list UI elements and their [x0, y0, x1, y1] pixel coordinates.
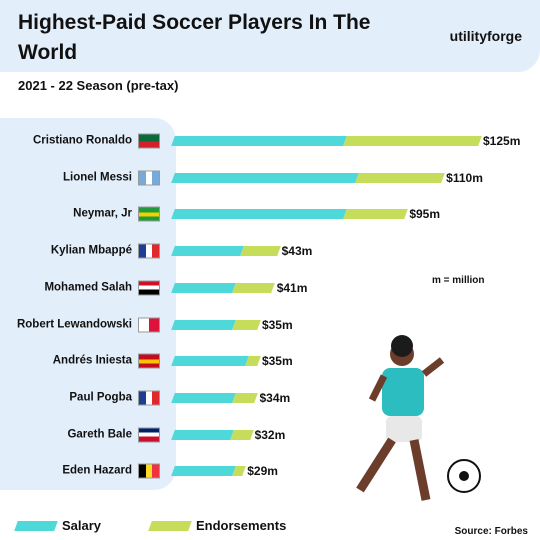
bar-segment: [239, 246, 281, 257]
bar-segment: [171, 319, 237, 330]
player-name: Neymar, Jr: [73, 207, 132, 220]
player-name: Gareth Bale: [67, 428, 132, 441]
subtitle: 2021 - 22 Season (pre-tax): [18, 78, 179, 93]
flag: [138, 280, 160, 296]
legend-swatch: [14, 521, 58, 531]
player-name: Kylian Mbappé: [50, 244, 132, 257]
illustration: [356, 335, 481, 501]
note: m = million: [432, 275, 485, 286]
player-name: Paul Pogba: [69, 391, 132, 404]
bar-segment: [171, 429, 234, 440]
bar-segment: [171, 282, 237, 293]
bar-segment: [171, 172, 360, 183]
total-label: $41m: [276, 280, 308, 295]
bar-segment: [343, 209, 409, 220]
total-label: $43m: [281, 244, 313, 259]
flag: [138, 206, 160, 222]
bar-segment: [171, 392, 237, 403]
brand: utilityforge: [449, 28, 522, 44]
total-label: $110m: [446, 170, 483, 185]
total-label: $32m: [254, 427, 286, 442]
bar-segment: [171, 246, 244, 257]
total-label: $35m: [261, 317, 293, 332]
flag: [138, 243, 160, 259]
bar-segment: [232, 282, 276, 293]
total-label: $35m: [261, 354, 293, 369]
total-label: $125m: [483, 134, 521, 148]
total-label: $95m: [409, 207, 441, 222]
player-name: Eden Hazard: [62, 464, 132, 477]
flag: [138, 317, 160, 332]
total-label: $34m: [259, 390, 291, 405]
player-name: Cristiano Ronaldo: [32, 134, 132, 147]
player-name: Mohamed Salah: [44, 281, 132, 294]
legend-label: Salary: [62, 518, 102, 533]
flag: [138, 353, 160, 369]
flag: [138, 390, 160, 406]
total-label: $29m: [247, 464, 278, 479]
player-name: Andrés Iniesta: [52, 354, 132, 367]
bar-segment: [171, 136, 347, 146]
bar-segment: [171, 209, 347, 220]
header-panel: [0, 0, 540, 72]
bar-segment: [171, 356, 249, 367]
chart-title: Highest-Paid Soccer Players In The World: [18, 11, 371, 64]
flag: [138, 463, 160, 479]
legend-swatch: [148, 521, 192, 531]
bar-segment: [232, 466, 247, 477]
bar-segment: [244, 356, 261, 367]
player-name: Lionel Messi: [62, 171, 132, 184]
source: Source: Forbes: [454, 526, 528, 537]
bar-segment: [355, 172, 445, 183]
bar-segment: [171, 466, 237, 477]
bar-segment: [232, 392, 259, 403]
flag: [138, 170, 160, 186]
legend-label: Endorsements: [196, 518, 287, 533]
bar-segment: [232, 319, 261, 330]
flag: [138, 133, 160, 149]
bar-segment: [230, 429, 254, 440]
bar-segment: [343, 136, 482, 146]
flag: [138, 427, 160, 443]
player-name: Robert Lewandowski: [16, 318, 132, 330]
